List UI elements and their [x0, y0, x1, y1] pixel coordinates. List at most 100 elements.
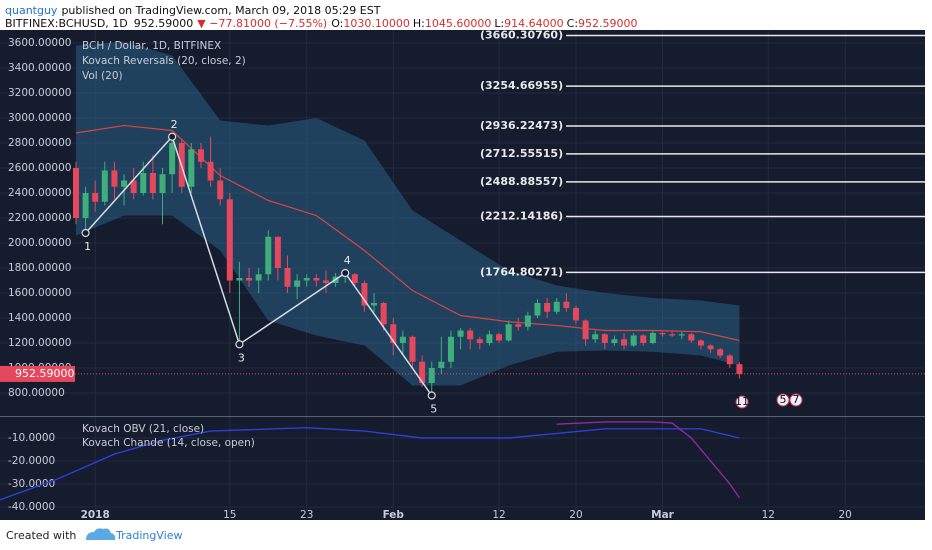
- candle-body: [515, 324, 522, 327]
- x-tick-label: 12: [762, 509, 775, 521]
- x-tick-label: 12: [492, 509, 505, 521]
- candle-body: [726, 355, 733, 365]
- h-label: H:: [413, 17, 425, 30]
- c-value: 952.59000: [578, 17, 638, 30]
- candle-body: [659, 333, 666, 335]
- level-label: (2488.88557): [480, 175, 563, 188]
- pivot-label: 3: [238, 351, 245, 364]
- last: 952.59000: [134, 17, 194, 30]
- h-value: 1045.60000: [425, 17, 491, 30]
- candle-body: [274, 236, 281, 268]
- publish-line: quantguy published on TradingView.com, Ma…: [5, 4, 381, 17]
- candle-body: [544, 303, 551, 312]
- candle-body: [582, 320, 589, 340]
- candle-body: [313, 278, 320, 281]
- candle-body: [92, 193, 99, 202]
- event-label: 5: [780, 393, 787, 406]
- y-tick-label: -20.0000: [8, 455, 55, 467]
- candle-body: [169, 143, 176, 175]
- level-label: (3254.66955): [480, 79, 563, 92]
- x-tick-label: 23: [300, 509, 313, 521]
- x-tick-label: 2018: [81, 509, 110, 521]
- change: ▼ −77.81000 (−7.55%): [197, 17, 327, 30]
- candle-body: [496, 334, 503, 341]
- candle-body: [399, 336, 406, 343]
- y-tick-label: -30.0000: [8, 478, 55, 490]
- candle-body: [351, 274, 358, 283]
- event-flag: [789, 393, 803, 407]
- candle-body: [294, 280, 301, 287]
- candle-body: [428, 368, 435, 383]
- legend-entry: Kovach Reversals (20, close, 2): [82, 55, 246, 67]
- event-flag: [776, 393, 790, 407]
- pivot: [427, 391, 436, 400]
- candle-body: [697, 340, 704, 346]
- band-basis: [75, 124, 740, 342]
- candle-body: [111, 170, 118, 187]
- candle-body: [534, 303, 541, 316]
- candle-body: [265, 236, 272, 275]
- candle-body: [630, 335, 637, 346]
- level-label: (2712.55515): [480, 147, 563, 160]
- candle-body: [467, 330, 474, 340]
- last-price-label: 952.59000: [15, 367, 75, 380]
- candle-body: [246, 278, 253, 281]
- candle-body: [649, 333, 656, 343]
- x-tick-label: Feb: [383, 509, 405, 521]
- pivot-label: 2: [171, 118, 178, 131]
- symbol: BITFINEX:BCHUSD, 1D: [5, 17, 128, 30]
- candle-body: [688, 334, 695, 341]
- published: published on TradingView.com, March 09, …: [61, 4, 380, 17]
- candle-body: [361, 283, 368, 306]
- candle-body: [226, 199, 233, 281]
- y-tick-label: 2400.00000: [8, 187, 71, 199]
- y-tick-label: 1600.00000: [8, 287, 71, 299]
- candle-body: [140, 173, 147, 193]
- x-tick-label: 15: [223, 509, 236, 521]
- candle-body: [197, 149, 204, 162]
- x-tick-label: Mar: [651, 509, 675, 521]
- legend-entry: Vol (20): [82, 70, 123, 82]
- legend-entry: Kovach OBV (21, close): [82, 423, 204, 435]
- brand[interactable]: TradingView: [115, 529, 182, 542]
- level-label: (2936.22473): [480, 119, 563, 132]
- candle-body: [207, 161, 214, 181]
- y-tick-label: 2000.00000: [8, 237, 71, 249]
- author[interactable]: quantguy: [5, 4, 58, 17]
- candle-body: [284, 268, 291, 287]
- indicator-line: [556, 421, 740, 499]
- indicator-line: [0, 426, 740, 501]
- candle-body: [130, 180, 137, 193]
- candle-body: [486, 334, 493, 343]
- pivot: [341, 268, 350, 278]
- candle-body: [255, 274, 262, 281]
- candle-body: [419, 361, 426, 383]
- l-value: 914.64000: [504, 17, 564, 30]
- plot: 20181523Feb1220Mar1220800.000001000.0000…: [0, 28, 925, 521]
- o-value: 1030.10000: [343, 17, 409, 30]
- y-tick-label: -10.0000: [8, 432, 55, 444]
- y-tick-label: 2200.00000: [8, 212, 71, 224]
- candle-body: [371, 303, 378, 306]
- candle-body: [601, 334, 608, 343]
- candle-body: [611, 339, 618, 343]
- x-tick-label: 20: [569, 509, 582, 521]
- candle-body: [592, 334, 599, 340]
- y-tick-label: 1200.00000: [8, 337, 71, 349]
- candle-body: [149, 173, 156, 193]
- candle-body: [707, 345, 714, 350]
- y-tick-label: 3000.00000: [8, 112, 71, 124]
- pivot: [81, 228, 90, 238]
- candle-body: [217, 180, 224, 200]
- level-label: (3660.30760): [480, 28, 563, 41]
- candle-body: [303, 278, 310, 281]
- candle-body: [101, 170, 108, 202]
- candle-body: [476, 339, 483, 343]
- event-label: 11: [735, 395, 749, 408]
- event-label: 7: [793, 393, 800, 406]
- candle-body: [678, 334, 685, 336]
- level-label: (2212.14186): [480, 209, 563, 222]
- last-price-tag: [0, 365, 75, 382]
- logo[interactable]: [86, 528, 116, 540]
